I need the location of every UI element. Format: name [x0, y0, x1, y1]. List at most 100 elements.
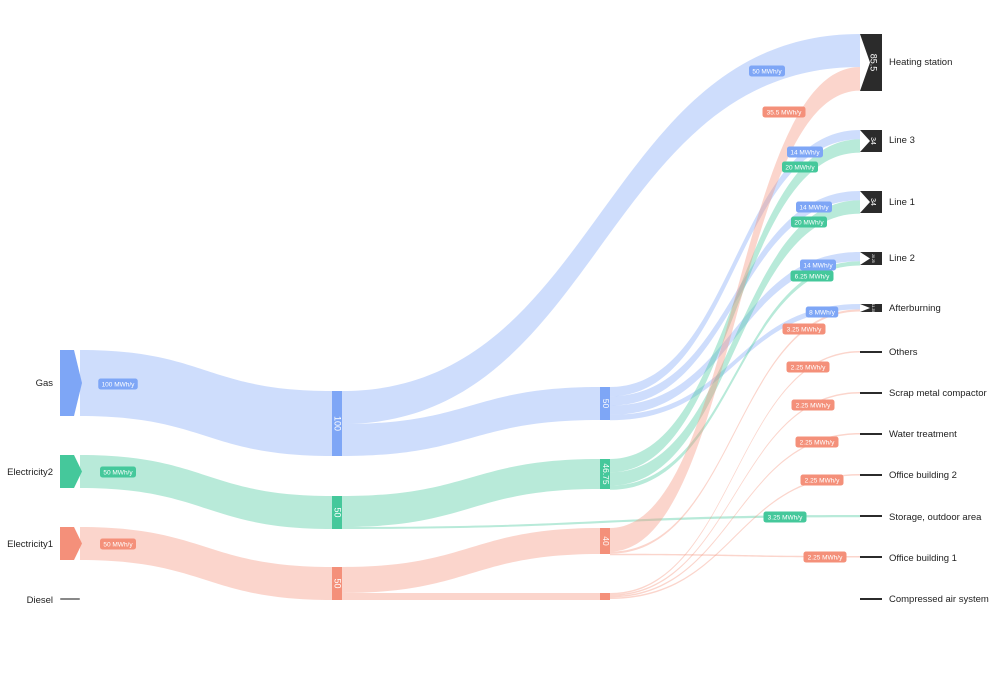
- target-label-others: Others: [889, 347, 918, 358]
- link-gas-stage2: [342, 387, 600, 456]
- target-node-scrap: [860, 392, 882, 394]
- flow-tag-electricity1-heating: 35.5 MWh/y: [767, 109, 802, 116]
- target-node-line1: [860, 191, 882, 213]
- flow-tag-electricity1-scrap-bg: [791, 399, 835, 411]
- flow-value-tags: 50 MWh/y 35.5 MWh/y 14 MWh/y 20 MWh/y 14 MWh…: [98, 65, 847, 563]
- stage2-node-gas: [600, 387, 610, 420]
- flow-tag-electricity1-office2-bg: [800, 474, 844, 486]
- stage2-value-electricity2: 46.75: [601, 463, 611, 485]
- flow-tag-gas-afterburning: 8 MWh/y: [809, 309, 835, 316]
- flow-tag-electricity1-others: 2.25 MWh/y: [791, 364, 826, 371]
- stage1-value-electricity1: 50: [333, 578, 343, 588]
- stage2-value-gas: 50: [601, 399, 611, 409]
- link-electricity1b-water: [610, 433, 860, 598]
- flow-tag-gas-heating: 50 MWh/y: [752, 68, 782, 75]
- flow-tag-electricity1-office2: 2.25 MWh/y: [805, 477, 840, 484]
- target-label-compressed: Compressed air system: [889, 594, 989, 605]
- target-label-scrap: Scrap metal compactor: [889, 388, 987, 399]
- link-electricity2-line2: [610, 261, 860, 490]
- link-electricity2-line3: [610, 139, 860, 473]
- link-source-electricity1: [80, 527, 332, 600]
- flow-tag-electricity1-office1-bg: [803, 551, 847, 563]
- target-node-compressed: [860, 598, 882, 600]
- flow-tag-gas-line1-bg: [796, 201, 832, 213]
- target-node-others: [860, 351, 882, 353]
- stage1-node-electricity1: [332, 567, 342, 600]
- target-node-afterburning: [860, 304, 882, 312]
- link-source-electricity2: [80, 455, 332, 529]
- flow-tag-gas-line3: 14 MWh/y: [790, 149, 820, 156]
- flow-tag-electricity2-line1: 20 MWh/y: [794, 219, 824, 226]
- flow-tag-gas-heating-bg: [749, 65, 785, 77]
- flow-nodes: 100 50 50 50 46.75 40 85.5 34 34 20.25 11.25: [60, 34, 882, 600]
- target-node-line2: [860, 252, 882, 265]
- flow-tag-electricity2-line3-bg: [782, 161, 818, 173]
- link-electricity1-stage2b: [342, 593, 600, 600]
- source-tag-gas: 100 MWh/y: [102, 381, 136, 388]
- target-value-line1: 34: [869, 198, 876, 206]
- flow-tag-electricity1-office1: 2.25 MWh/y: [808, 554, 843, 561]
- flow-tag-electricity2-line1-bg: [791, 216, 827, 228]
- source-node-electricity1: [60, 527, 82, 560]
- target-value-line3: 34: [869, 137, 876, 145]
- source-label-diesel: Diesel: [27, 595, 53, 606]
- stage1-node-electricity2: [332, 496, 342, 529]
- source-tag-gas-bg: [98, 378, 138, 390]
- flow-tag-electricity2-storage-bg: [763, 511, 807, 523]
- source-tag-electricity2: 50 MWh/y: [103, 469, 133, 476]
- target-node-office1: [860, 556, 882, 558]
- flow-tag-electricity1-others-bg: [786, 361, 830, 373]
- link-gas-heating: [342, 34, 860, 424]
- link-electricity1-afterburning: [610, 309, 860, 554]
- target-node-storage: [860, 515, 882, 517]
- flow-tag-electricity1-heating-bg: [762, 106, 806, 118]
- link-electricity1-stage2: [342, 528, 600, 593]
- link-electricity1b-scrap: [610, 392, 860, 596]
- source-label-gas: Gas: [36, 378, 54, 389]
- link-gas-line3: [610, 130, 860, 397]
- stage2-node-electricity1: [600, 528, 610, 554]
- target-label-afterburning: Afterburning: [889, 303, 941, 314]
- target-label-line2: Line 2: [889, 253, 915, 264]
- flow-tag-electricity1-afterburning: 3.25 MWh/y: [787, 326, 822, 333]
- stage1-node-gas: [332, 391, 342, 456]
- node-labels: Gas Electricity2 Electricity1 Diesel Heating…: [7, 57, 989, 606]
- source-node-electricity2: [60, 455, 82, 488]
- flow-tag-gas-line3-bg: [787, 146, 823, 158]
- link-electricity2-line1: [610, 200, 860, 486]
- source-node-diesel: [60, 598, 80, 600]
- target-value-line2: 20.25: [871, 254, 875, 263]
- flow-tag-gas-afterburning-bg: [805, 306, 839, 318]
- flow-tag-electricity1-afterburning-bg: [782, 323, 826, 335]
- target-label-office1: Office building 1: [889, 553, 957, 564]
- stage2-node-electricity2: [600, 459, 610, 489]
- link-electricity1-office1: [610, 553, 860, 558]
- link-source-gas: [80, 350, 332, 456]
- target-value-afterburning: 11.25: [871, 304, 875, 313]
- link-electricity2-storage: [342, 515, 860, 529]
- target-node-office2: [860, 474, 882, 476]
- flow-tag-electricity1-water: 2.25 MWh/y: [800, 439, 835, 446]
- flow-tag-gas-line1: 14 MWh/y: [799, 204, 829, 211]
- link-electricity1b-office2: [610, 474, 860, 599]
- target-node-line3: [860, 130, 882, 152]
- link-electricity2-stage2: [342, 459, 600, 527]
- link-gas-line1: [610, 191, 860, 406]
- stage1-value-gas: 100: [333, 416, 343, 431]
- stage1-value-electricity2: 50: [333, 507, 343, 517]
- target-value-heating: 85.5: [869, 54, 879, 72]
- target-label-water: Water treatment: [889, 429, 957, 440]
- source-tag-electricity1-bg: [100, 538, 136, 550]
- stage2-value-electricity1: 40: [601, 536, 611, 546]
- source-label-electricity1: Electricity1: [7, 539, 53, 550]
- stage2-node-electricity1b: [600, 593, 610, 600]
- link-electricity1b-others: [610, 351, 860, 595]
- target-label-line1: Line 1: [889, 197, 915, 208]
- target-label-office2: Office building 2: [889, 470, 957, 481]
- flow-tag-electricity2-line3: 20 MWh/y: [785, 164, 815, 171]
- link-gas-line2: [610, 252, 860, 415]
- flow-tag-electricity1-water-bg: [795, 436, 839, 448]
- source-tag-electricity2-bg: [100, 466, 136, 478]
- flow-tag-gas-line2: 14 MWh/y: [803, 262, 833, 269]
